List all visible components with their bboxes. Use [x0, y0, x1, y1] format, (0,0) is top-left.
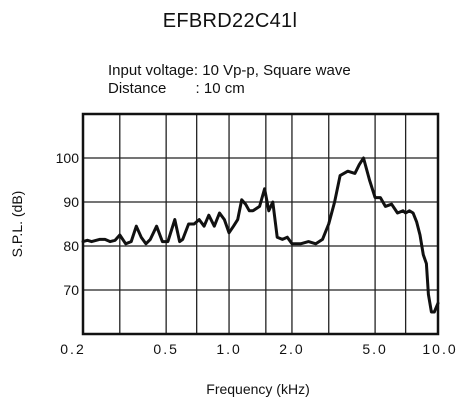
- x-tick-label-1: 0.5: [153, 341, 178, 357]
- x-tick-label-5: 10.0: [422, 341, 457, 357]
- test-condition-voltage: Input voltage: 10 Vp-p, Square wave: [108, 62, 351, 79]
- y-tick-label-0: 70: [63, 282, 79, 298]
- x-tick-label-4: 5.0: [362, 341, 387, 357]
- test-condition-distance: Distance : 10 cm: [108, 80, 245, 97]
- series-layer: [81, 156, 440, 314]
- grid: [82, 114, 439, 334]
- x-tick-label-0: 0.2: [60, 341, 85, 357]
- y-tick-label-1: 80: [63, 238, 79, 254]
- x-tick-label-3: 2.0: [279, 341, 304, 357]
- y-axis-label: S.P.L. (dB): [9, 191, 25, 258]
- x-axis-label: Frequency (kHz): [206, 381, 309, 397]
- y-tick-labels: 70 80 90 100: [56, 150, 80, 298]
- x-tick-label-2: 1.0: [216, 341, 241, 357]
- y-tick-label-2: 90: [63, 194, 79, 210]
- spl-response-line-0: [81, 156, 440, 314]
- x-tick-labels: 0.2 0.5 1.0 2.0 5.0 10.0: [60, 341, 457, 357]
- chart-title: EFBRD22C41l: [162, 10, 298, 32]
- y-tick-label-3: 100: [56, 150, 80, 166]
- plot-frame: [81, 112, 440, 336]
